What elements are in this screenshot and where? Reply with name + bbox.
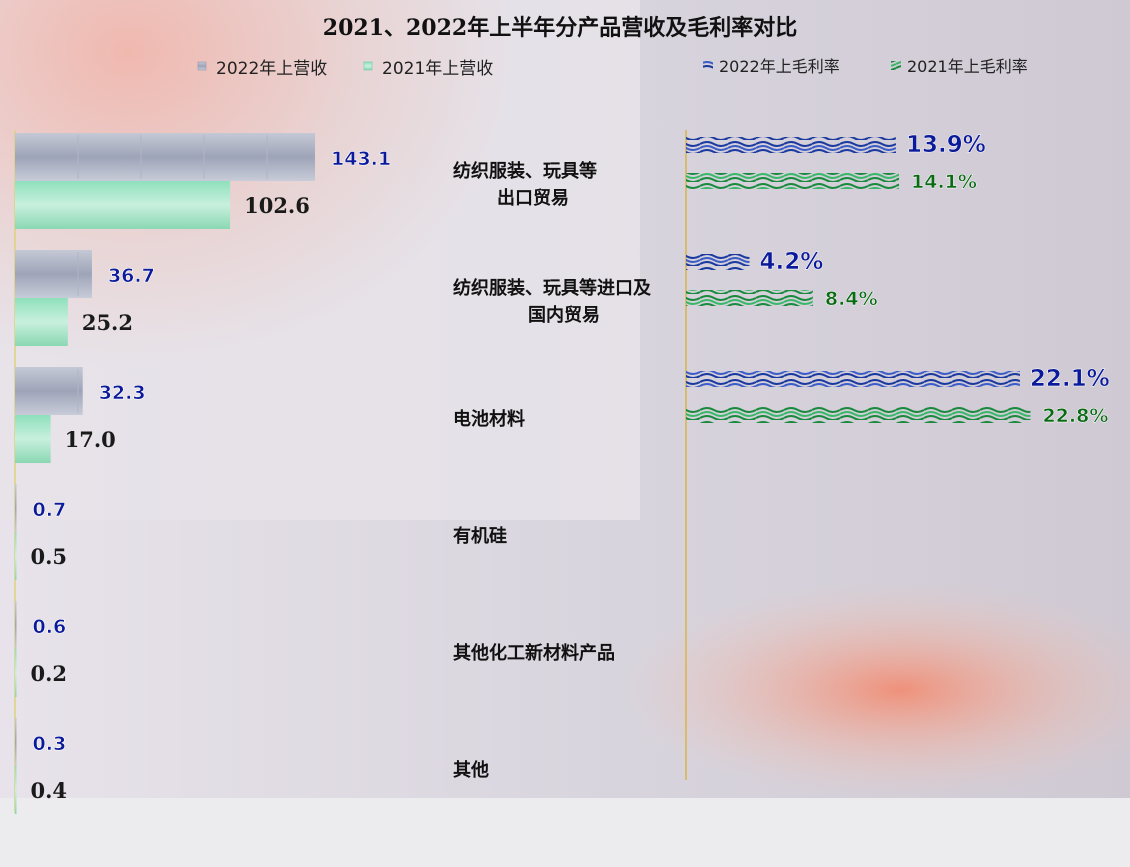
category-label-5: 其他 — [453, 759, 489, 781]
legend-swatch-revenue-2022 — [197, 61, 207, 71]
category-label-1: 国内贸易 — [528, 304, 600, 326]
margin-bar-2021-0 — [686, 173, 900, 189]
revenue-label-2021-5: 0.4 — [31, 778, 68, 803]
revenue-label-2022-4: 0.6 — [33, 616, 67, 638]
category-label-2: 电池材料 — [453, 408, 525, 430]
category-label-0: 出口贸易 — [497, 187, 569, 209]
category-label-1: 纺织服装、玩具等进口及 — [453, 277, 652, 299]
category-label-3: 有机硅 — [453, 525, 507, 547]
margin-bars — [686, 137, 1031, 423]
revenue-label-2021-3: 0.5 — [31, 544, 68, 569]
margin-label-2021-1: 8.4% — [825, 288, 878, 310]
margin-bar-2022-0 — [686, 137, 896, 153]
margin-label-2022-0: 13.9% — [906, 132, 986, 158]
revenue-label-2022-5: 0.3 — [33, 733, 67, 755]
legend-label-revenue-2021: 2021年上营收 — [382, 59, 493, 79]
revenue-label-2022-2: 32.3 — [99, 382, 146, 404]
revenue-bars — [15, 133, 315, 814]
margin-bar-2021-1 — [686, 290, 813, 306]
revenue-labels: 143.1 102.6 36.7 25.2 32.3 17.0 0.7 0.5 0.6 0.2 0.… — [31, 148, 392, 803]
legend-swatch-margin-2021 — [891, 61, 901, 71]
revenue-bar-2022-1 — [15, 250, 92, 298]
revenue-label-2021-4: 0.2 — [31, 661, 68, 686]
legend-margin: 2022年上毛利率 2021年上毛利率 — [703, 57, 1028, 76]
legend-revenue: 2022年上营收 2021年上营收 — [197, 59, 493, 79]
legend-label-margin-2022: 2022年上毛利率 — [719, 57, 840, 76]
revenue-label-2021-1: 25.2 — [82, 310, 133, 335]
margin-label-2021-2: 22.8% — [1042, 405, 1108, 427]
category-label-0: 纺织服装、玩具等 — [453, 160, 597, 182]
chart-title: 2021、2022年上半年分产品营收及毛利率对比 — [323, 15, 797, 41]
revenue-label-2021-0: 102.6 — [244, 193, 310, 218]
revenue-label-2021-2: 17.0 — [65, 427, 116, 452]
revenue-label-2022-3: 0.7 — [33, 499, 67, 521]
legend-swatch-revenue-2021 — [363, 61, 373, 71]
margin-bar-2022-2 — [686, 371, 1020, 387]
revenue-bar-2021-1 — [15, 298, 68, 346]
revenue-bar-2022-5 — [15, 718, 17, 766]
margin-label-2021-0: 14.1% — [911, 171, 977, 193]
legend-label-margin-2021: 2021年上毛利率 — [907, 57, 1028, 76]
category-label-4: 其他化工新材料产品 — [453, 642, 615, 664]
revenue-label-2022-1: 36.7 — [108, 265, 155, 287]
revenue-bar-2021-3 — [15, 532, 17, 580]
margin-bar-2021-2 — [686, 407, 1031, 423]
legend-swatch-margin-2022 — [703, 61, 713, 71]
margin-label-2022-1: 4.2% — [759, 249, 823, 275]
legend-label-revenue-2022: 2022年上营收 — [216, 59, 327, 79]
revenue-bar-2022-3 — [15, 484, 17, 532]
revenue-bar-2022-0 — [15, 133, 315, 181]
margin-labels: 13.9% 14.1% 4.2%8.4% 22.1% 22.8% — [759, 132, 1110, 428]
revenue-bar-2021-4 — [15, 649, 17, 697]
revenue-label-2022-0: 143.1 — [331, 148, 391, 170]
revenue-bar-2021-2 — [15, 415, 51, 463]
margin-bar-2022-1 — [686, 254, 750, 270]
revenue-bar-2021-0 — [15, 181, 231, 229]
revenue-bar-2022-2 — [15, 367, 83, 415]
margin-label-2022-2: 22.1% — [1030, 366, 1110, 392]
revenue-bar-2022-4 — [15, 601, 17, 649]
revenue-bar-2021-5 — [15, 766, 17, 814]
category-labels: 纺织服装、玩具等出口贸易纺织服装、玩具等进口及国内贸易电池材料有机硅其他化工新材… — [453, 160, 652, 781]
